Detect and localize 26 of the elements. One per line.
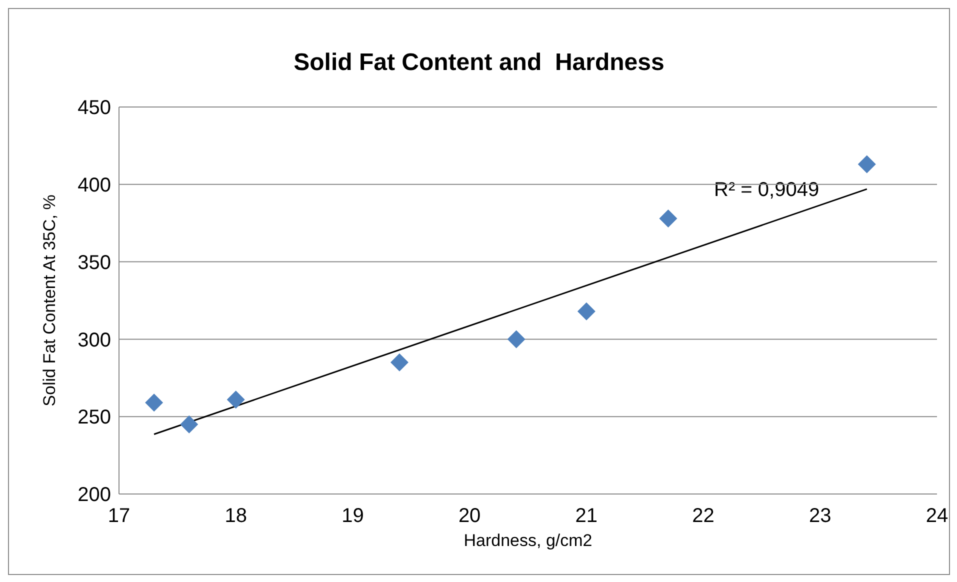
point	[659, 209, 678, 228]
x-axis-title: Hardness, g/cm2	[464, 531, 592, 550]
point	[858, 155, 876, 174]
y-tick-label: 350	[78, 252, 111, 274]
point	[226, 390, 245, 409]
x-tick-label: 24	[926, 505, 948, 528]
x-tick-label: 17	[108, 505, 130, 528]
x-tick-label: 20	[458, 505, 481, 528]
x-tick-label: 19	[342, 505, 364, 528]
x-tick-label: 21	[575, 505, 598, 528]
y-tick-label: 450	[78, 97, 111, 120]
y-axis-title: Solid Fat Content At 35C, %	[40, 194, 60, 406]
y-tick-label: 400	[78, 174, 111, 196]
point	[180, 415, 198, 434]
y-tick-label: 250	[78, 406, 111, 429]
x-tick-label: 18	[224, 505, 247, 528]
annotation: R² = 0,9049	[714, 179, 820, 202]
chart-title: Solid Fat Content and Hardness	[292, 49, 666, 77]
point	[577, 302, 596, 320]
x-tick-label: 23	[809, 505, 832, 528]
point	[145, 394, 164, 412]
y-tick-label: 200	[78, 484, 111, 506]
point	[507, 330, 526, 348]
y-tick-label: 300	[78, 329, 111, 352]
point	[390, 353, 408, 372]
x-tick-label: 22	[692, 505, 714, 528]
